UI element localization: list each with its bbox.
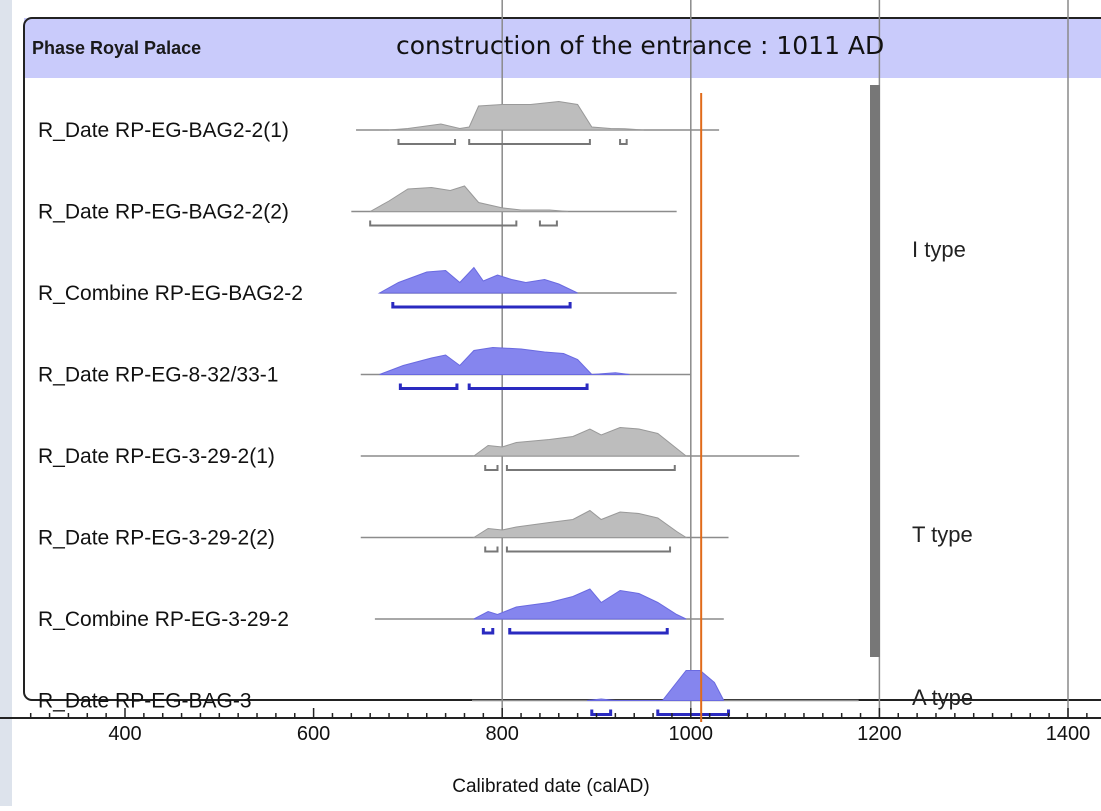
distribution-row: R_Date RP-EG-BAG2-2(2) xyxy=(38,185,677,227)
row-label: R_Date RP-EG-3-29-2(2) xyxy=(38,527,275,550)
group-bar xyxy=(870,411,880,657)
row-label: R_Date RP-EG-3-29-2(1) xyxy=(38,445,275,468)
left-page-margin xyxy=(0,0,12,806)
distribution-row: R_Date RP-EG-3-29-2(2) xyxy=(38,509,729,553)
density-area xyxy=(472,509,688,538)
group-label: A type xyxy=(912,685,973,710)
hpd-bracket xyxy=(397,139,457,145)
hpd-bracket xyxy=(505,546,672,553)
density-area xyxy=(388,100,644,131)
density-area xyxy=(472,426,688,457)
phase-title: Phase Royal Palace xyxy=(32,38,201,58)
hpd-bracket xyxy=(484,465,499,471)
hpd-bracket xyxy=(391,302,572,309)
annotation-text: construction of the entrance : 1011 AD xyxy=(396,31,884,60)
hpd-bracket xyxy=(505,465,676,471)
distribution-row: R_Combine RP-EG-BAG2-2 xyxy=(38,266,677,309)
row-label: R_Date RP-EG-BAG2-2(1) xyxy=(38,119,289,142)
density-area xyxy=(377,266,578,294)
row-label: R_Combine RP-EG-BAG2-2 xyxy=(38,282,303,305)
hpd-bracket xyxy=(508,628,669,635)
x-axis-label: Calibrated date (calAD) xyxy=(452,776,649,797)
row-label: R_Date RP-EG-BAG-3 xyxy=(38,690,252,713)
distribution-row: R_Date RP-EG-BAG2-2(1) xyxy=(38,100,720,145)
distribution-row: R_Combine RP-EG-3-29-2 xyxy=(38,588,724,635)
x-tick-label: 1000 xyxy=(669,723,714,745)
x-tick-label: 400 xyxy=(108,723,141,745)
density-area xyxy=(473,588,687,620)
hpd-bracket xyxy=(369,220,518,227)
density-area xyxy=(369,185,569,212)
hpd-bracket xyxy=(484,546,499,553)
x-tick-label: 1200 xyxy=(857,723,902,745)
group-bar xyxy=(870,85,880,413)
hpd-bracket xyxy=(619,139,628,145)
hpd-bracket xyxy=(656,709,731,716)
x-tick-label: 1400 xyxy=(1046,723,1091,745)
x-tick-label: 800 xyxy=(486,723,519,745)
distribution-row: R_Date RP-EG-BAG-3 xyxy=(38,670,859,716)
phase-header-band xyxy=(24,18,1101,78)
hpd-bracket xyxy=(481,628,495,635)
row-label: R_Combine RP-EG-3-29-2 xyxy=(38,608,289,631)
hpd-bracket xyxy=(590,709,613,716)
row-label: R_Date RP-EG-8-32/33-1 xyxy=(38,364,278,387)
hpd-bracket xyxy=(468,139,591,145)
distribution-row: R_Date RP-EG-8-32/33-1 xyxy=(38,346,691,390)
density-area xyxy=(379,346,630,376)
hpd-bracket xyxy=(467,383,589,390)
group-label: I type xyxy=(912,237,966,262)
density-area xyxy=(587,670,725,701)
distribution-row: R_Date RP-EG-3-29-2(1) xyxy=(38,426,800,471)
row-label: R_Date RP-EG-BAG2-2(2) xyxy=(38,201,289,224)
group-label: T type xyxy=(912,522,973,547)
hpd-bracket xyxy=(398,383,459,390)
x-tick-label: 600 xyxy=(297,723,330,745)
hpd-bracket xyxy=(538,220,558,227)
